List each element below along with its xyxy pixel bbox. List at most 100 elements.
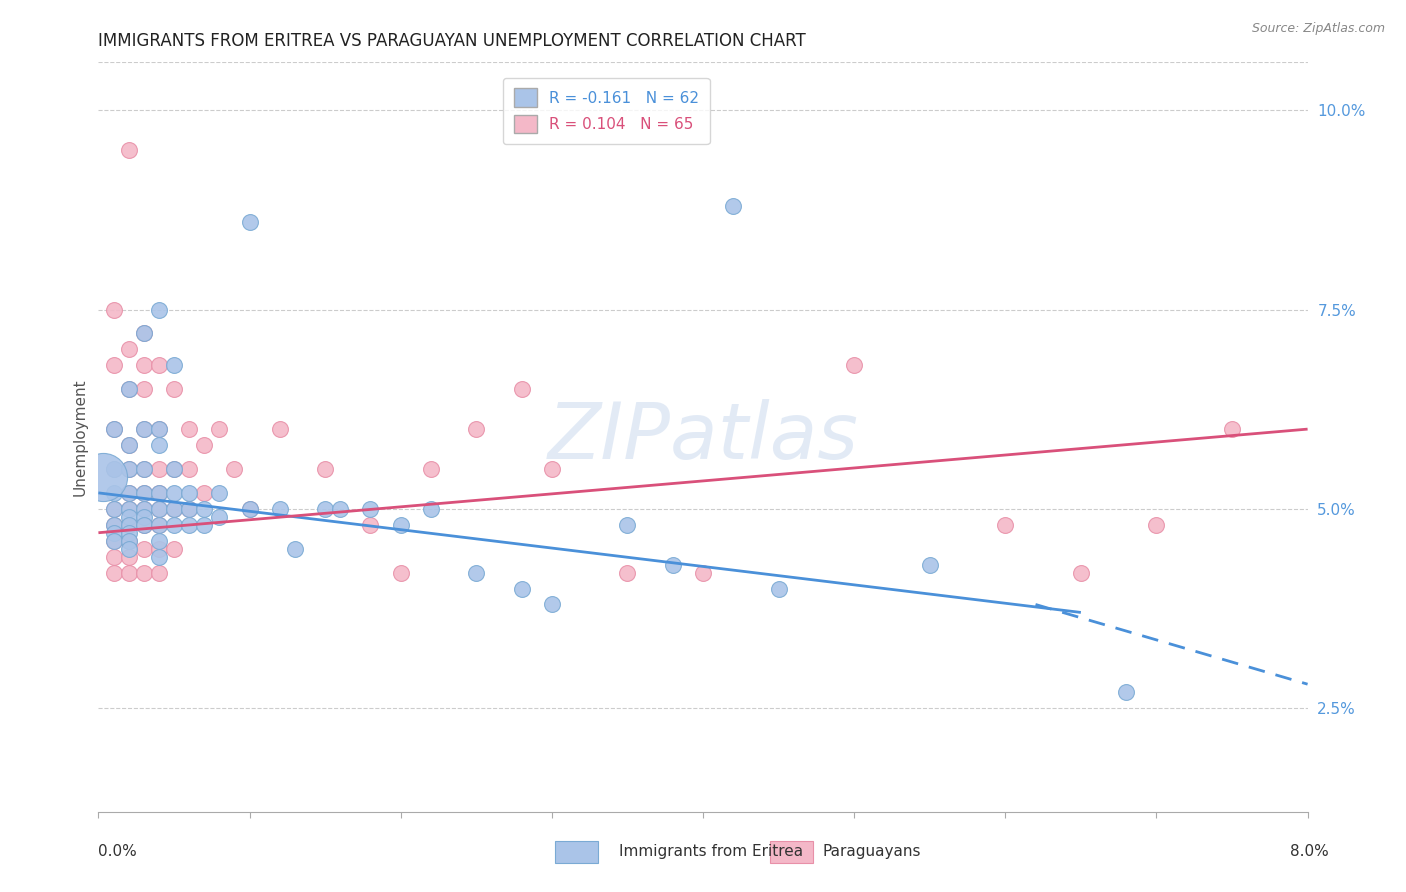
Point: [179, 501, 201, 516]
Point: [179, 422, 201, 436]
Text: Immigrants from Eritrea: Immigrants from Eritrea: [619, 845, 803, 859]
Point: [118, 486, 141, 500]
Point: [284, 541, 307, 556]
Point: [118, 517, 141, 532]
Point: [389, 566, 412, 580]
Point: [103, 533, 125, 548]
Point: [118, 438, 141, 452]
Point: [314, 501, 336, 516]
Point: [193, 438, 215, 452]
Point: [148, 486, 170, 500]
Point: [118, 143, 141, 157]
Point: [918, 558, 941, 572]
Point: [148, 501, 170, 516]
Point: [768, 582, 790, 596]
Point: [103, 501, 125, 516]
Point: [224, 462, 246, 476]
Point: [118, 382, 141, 396]
Point: [103, 359, 125, 373]
Point: [132, 422, 155, 436]
Point: [239, 215, 262, 229]
Point: [148, 462, 170, 476]
Point: [179, 486, 201, 500]
Point: [420, 501, 443, 516]
Point: [132, 326, 155, 341]
Point: [148, 533, 170, 548]
Point: [329, 501, 352, 516]
Point: [148, 517, 170, 532]
Point: [163, 462, 186, 476]
Text: IMMIGRANTS FROM ERITREA VS PARAGUAYAN UNEMPLOYMENT CORRELATION CHART: IMMIGRANTS FROM ERITREA VS PARAGUAYAN UN…: [98, 32, 806, 50]
Point: [360, 501, 382, 516]
Point: [103, 462, 125, 476]
Point: [132, 517, 155, 532]
Point: [239, 501, 262, 516]
Point: [1115, 685, 1137, 699]
Point: [132, 359, 155, 373]
Point: [163, 501, 186, 516]
Point: [132, 566, 155, 580]
Point: [118, 486, 141, 500]
Point: [163, 462, 186, 476]
Y-axis label: Unemployment: Unemployment: [72, 378, 87, 496]
Point: [540, 462, 562, 476]
Point: [269, 422, 291, 436]
Point: [132, 501, 155, 516]
Point: [118, 517, 141, 532]
Point: [208, 486, 231, 500]
Point: [208, 509, 231, 524]
Point: [118, 501, 141, 516]
Point: [118, 549, 141, 564]
Point: [118, 533, 141, 548]
Point: [389, 517, 412, 532]
Point: [844, 359, 866, 373]
Point: [118, 462, 141, 476]
Point: [465, 422, 488, 436]
Point: [994, 517, 1017, 532]
Point: [360, 517, 382, 532]
Point: [314, 462, 336, 476]
Point: [193, 486, 215, 500]
Point: [132, 486, 155, 500]
Point: [510, 382, 533, 396]
Point: [118, 343, 141, 357]
Point: [465, 566, 488, 580]
Text: ZIPatlas: ZIPatlas: [547, 399, 859, 475]
Point: [103, 549, 125, 564]
Point: [103, 533, 125, 548]
Point: [148, 359, 170, 373]
Point: [148, 541, 170, 556]
Point: [193, 501, 215, 516]
Point: [148, 302, 170, 317]
Point: [132, 326, 155, 341]
Point: [239, 501, 262, 516]
Point: [103, 566, 125, 580]
Point: [118, 501, 141, 516]
Point: [103, 422, 125, 436]
Point: [148, 422, 170, 436]
Point: [269, 501, 291, 516]
Point: [179, 501, 201, 516]
Text: 0.0%: 0.0%: [98, 845, 138, 859]
Point: [103, 302, 125, 317]
Point: [132, 462, 155, 476]
Point: [540, 598, 562, 612]
Point: [132, 382, 155, 396]
Point: [91, 470, 114, 484]
Point: [163, 486, 186, 500]
Text: Source: ZipAtlas.com: Source: ZipAtlas.com: [1251, 22, 1385, 36]
Point: [208, 422, 231, 436]
Point: [118, 566, 141, 580]
Point: [1220, 422, 1243, 436]
Point: [692, 566, 714, 580]
Point: [103, 517, 125, 532]
Point: [148, 566, 170, 580]
Point: [118, 509, 141, 524]
Point: [193, 517, 215, 532]
Point: [148, 438, 170, 452]
Point: [132, 462, 155, 476]
Point: [132, 509, 155, 524]
Legend: R = -0.161   N = 62, R = 0.104   N = 65: R = -0.161 N = 62, R = 0.104 N = 65: [503, 78, 710, 144]
Point: [103, 486, 125, 500]
Point: [616, 517, 638, 532]
